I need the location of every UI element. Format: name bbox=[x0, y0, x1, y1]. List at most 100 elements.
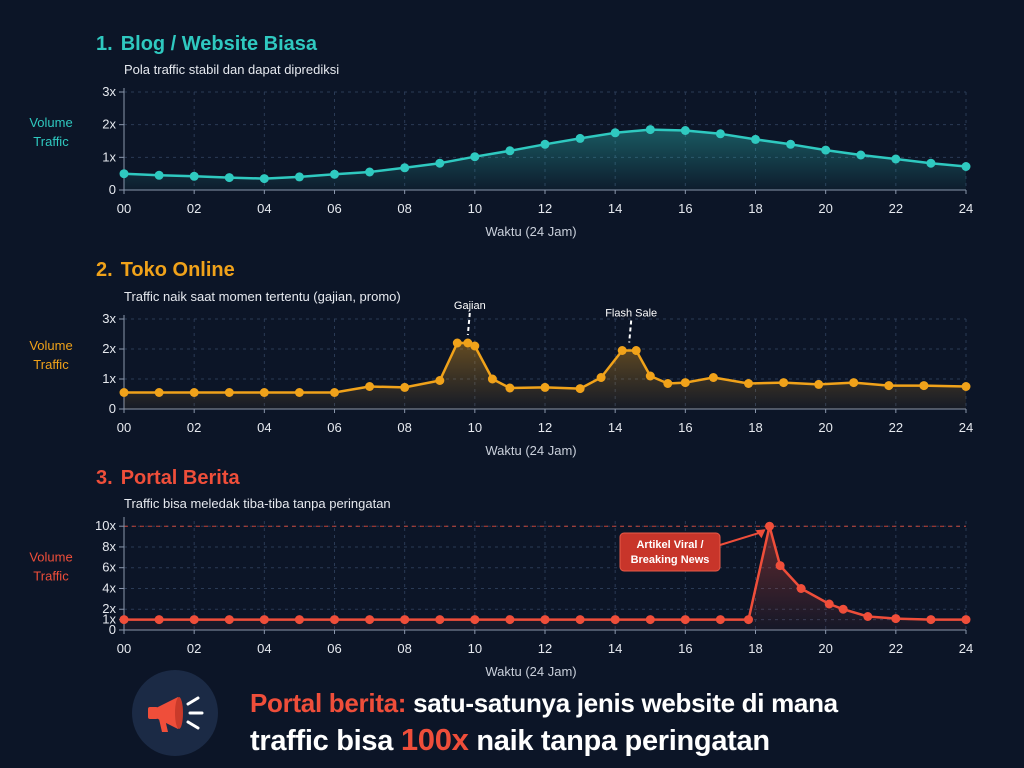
chart-subtitle: Traffic naik saat momen tertentu (gajian… bbox=[124, 289, 401, 304]
data-point bbox=[154, 388, 164, 397]
data-point bbox=[663, 379, 673, 388]
chart-title-text: Blog / Website Biasa bbox=[121, 33, 318, 55]
data-point bbox=[259, 388, 269, 397]
data-point bbox=[330, 615, 339, 625]
data-point bbox=[856, 150, 866, 160]
annotation-label: Artikel Viral / bbox=[636, 539, 703, 551]
x-tick-label: 14 bbox=[608, 201, 622, 216]
data-point bbox=[680, 126, 690, 135]
data-point bbox=[824, 599, 834, 609]
y-tick-label: 2x bbox=[102, 341, 116, 356]
y-tick-label: 1x bbox=[102, 371, 116, 386]
data-point bbox=[863, 612, 873, 621]
data-point bbox=[961, 615, 971, 625]
data-point bbox=[189, 615, 199, 625]
y-axis-label: Traffic bbox=[33, 134, 69, 149]
data-point bbox=[365, 615, 375, 625]
y-tick-label: 0 bbox=[109, 182, 116, 197]
series-line bbox=[124, 524, 966, 621]
x-tick-label: 14 bbox=[608, 641, 622, 656]
x-tick-label: 14 bbox=[608, 420, 622, 435]
data-point bbox=[119, 615, 129, 625]
data-point bbox=[505, 383, 515, 393]
data-point bbox=[680, 615, 690, 625]
x-tick-label: 10 bbox=[468, 420, 482, 435]
chart-subtitle: Traffic bisa meledak tiba-tiba tanpa per… bbox=[124, 496, 391, 511]
data-point bbox=[154, 170, 164, 180]
data-point bbox=[744, 615, 753, 625]
data-point bbox=[961, 162, 971, 171]
data-point bbox=[849, 378, 859, 388]
x-tick-label: 16 bbox=[678, 420, 692, 435]
data-point bbox=[891, 154, 901, 164]
footer-line-2-start: traffic bisa bbox=[250, 725, 401, 757]
y-axis-label: Volume bbox=[29, 338, 72, 353]
x-tick-label: 04 bbox=[257, 641, 271, 656]
data-point bbox=[400, 382, 410, 392]
x-tick-label: 16 bbox=[678, 641, 692, 656]
data-point bbox=[189, 388, 199, 397]
footer-line-2-end: naik tanpa peringatan bbox=[468, 725, 770, 757]
x-tick-label: 22 bbox=[889, 201, 903, 216]
x-tick-label: 02 bbox=[187, 201, 201, 216]
y-tick-label: 8x bbox=[102, 539, 116, 554]
annotation-arrowhead bbox=[755, 529, 766, 539]
data-point bbox=[596, 373, 606, 382]
data-point bbox=[154, 615, 164, 625]
data-point bbox=[505, 146, 515, 156]
y-tick-label: 2x bbox=[102, 601, 116, 616]
data-point bbox=[224, 173, 234, 183]
x-tick-label: 10 bbox=[468, 201, 482, 216]
x-tick-label: 18 bbox=[748, 201, 762, 216]
y-tick-label: 1x bbox=[102, 612, 116, 627]
x-tick-label: 22 bbox=[889, 420, 903, 435]
data-point bbox=[330, 388, 339, 397]
data-point bbox=[744, 379, 753, 388]
data-point bbox=[470, 152, 480, 162]
x-tick-label: 08 bbox=[397, 641, 411, 656]
y-axis-label: Volume bbox=[29, 550, 72, 565]
data-point bbox=[575, 133, 585, 143]
data-point bbox=[775, 561, 785, 571]
annotation-arrow bbox=[719, 531, 762, 546]
data-point bbox=[645, 371, 655, 381]
data-point bbox=[575, 384, 585, 394]
footer-line-1-rest: satu-satunya jenis website di mana bbox=[406, 688, 838, 718]
x-tick-label: 08 bbox=[397, 201, 411, 216]
y-tick-label: 4x bbox=[102, 580, 116, 595]
x-tick-label: 24 bbox=[959, 641, 973, 656]
data-point bbox=[259, 174, 269, 184]
footer-banner: Portal berita: satu-satunya jenis websit… bbox=[0, 668, 1024, 768]
annotation-label: Gajian bbox=[454, 300, 486, 312]
data-point bbox=[540, 139, 550, 149]
megaphone-icon bbox=[132, 670, 218, 756]
data-point bbox=[786, 139, 796, 149]
data-point bbox=[814, 379, 824, 389]
data-point bbox=[294, 172, 304, 182]
series-area bbox=[124, 129, 966, 190]
data-point bbox=[919, 381, 929, 391]
data-point bbox=[470, 615, 480, 625]
data-point bbox=[708, 373, 718, 382]
data-point bbox=[926, 158, 936, 168]
annotation-label: Flash Sale bbox=[605, 308, 657, 320]
data-point bbox=[505, 615, 515, 625]
data-point bbox=[610, 128, 620, 138]
y-axis-label: Traffic bbox=[33, 357, 69, 372]
x-tick-label: 04 bbox=[257, 420, 271, 435]
x-tick-label: 22 bbox=[889, 641, 903, 656]
footer-line-2-accent: 100x bbox=[400, 722, 469, 757]
data-point bbox=[224, 388, 234, 397]
data-point bbox=[435, 615, 445, 625]
x-tick-label: 12 bbox=[538, 420, 552, 435]
x-tick-label: 00 bbox=[117, 420, 131, 435]
chart-title-number: 3. bbox=[96, 467, 113, 489]
data-point bbox=[119, 388, 129, 397]
x-tick-label: 20 bbox=[818, 420, 832, 435]
data-point bbox=[259, 615, 269, 625]
chart-panel-2: 2. Toko Online Traffic naik saat momen ter… bbox=[29, 259, 973, 458]
data-point bbox=[294, 388, 304, 397]
data-point bbox=[575, 615, 585, 625]
data-point bbox=[645, 615, 655, 625]
x-tick-label: 06 bbox=[327, 201, 341, 216]
